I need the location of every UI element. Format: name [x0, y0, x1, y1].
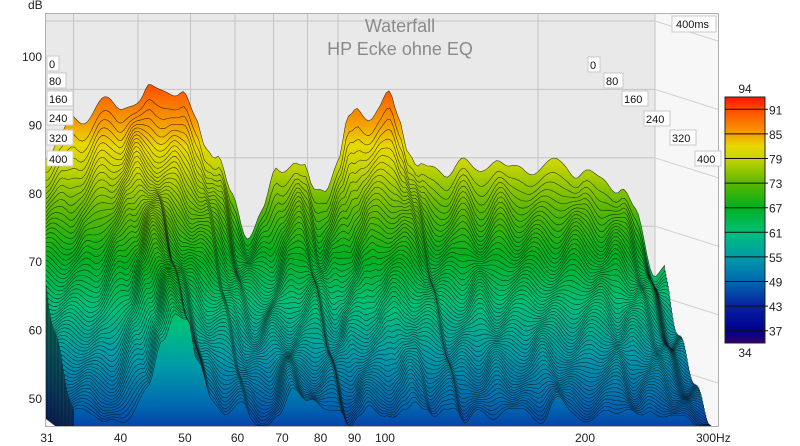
time-tick-left: 400 [46, 150, 74, 167]
colorbar-tick-label: 85 [769, 128, 783, 142]
y-tick-label: 80 [29, 187, 43, 201]
colorbar-tick-label: 61 [769, 226, 783, 240]
time-tick-right: 240 [643, 110, 671, 127]
y-tick-label: 100 [22, 50, 42, 64]
colorbar-tick-label: 43 [769, 300, 783, 314]
side-grid-line [654, 88, 718, 110]
colorbar-tick-label: 73 [769, 177, 783, 191]
side-grid-line [654, 225, 718, 247]
time-tick-right: 0 [587, 56, 601, 73]
x-axis: 31 40 50 60 70 80 90 100 200 300Hz [40, 431, 730, 445]
y-tick-label: 90 [29, 118, 43, 132]
time-slice [69, 293, 708, 426]
time-tick-label: 240 [646, 114, 664, 126]
colorbar-tick-label: 49 [769, 276, 783, 290]
time-axis-label-box: 400ms [671, 15, 717, 33]
time-tick-right: 160 [621, 90, 649, 107]
time-ticks-left: 0 80 160 240 320 400 [46, 55, 74, 167]
colorbar-tick-label: 55 [769, 251, 783, 265]
colorbar-gradient [724, 96, 766, 344]
x-tick-label: 40 [114, 431, 128, 445]
time-tick-label: 80 [49, 76, 61, 88]
time-tick-left: 320 [46, 129, 74, 146]
x-tick-label: 200 [575, 431, 595, 445]
time-tick-label: 400 [49, 154, 67, 166]
time-tick-left: 160 [46, 90, 74, 107]
color-scale: 94 34 91 85 79 73 67 61 55 49 43 37 [724, 82, 783, 360]
time-tick-label: 0 [49, 59, 55, 71]
colorbar-min: 34 [738, 346, 752, 360]
time-slice [73, 313, 712, 426]
waterfall-slice-surface [69, 293, 708, 426]
time-tick-left: 80 [46, 72, 67, 89]
colorbar-tick-label: 37 [769, 325, 783, 339]
side-grid-line [654, 157, 718, 179]
time-tick-label: 320 [49, 133, 67, 145]
time-tick-label: 320 [672, 133, 690, 145]
time-tick-left: 0 [46, 55, 60, 72]
chart-title: Waterfall [365, 16, 435, 36]
x-tick-label: 50 [178, 431, 192, 445]
x-tick-label: 31 [40, 431, 54, 445]
x-tick-label: 80 [314, 431, 328, 445]
time-ticks-right: 0 80 160 240 320 400 [587, 56, 722, 167]
colorbar-tick-label: 79 [769, 153, 783, 167]
time-axis-label: 400ms [676, 19, 710, 31]
x-tick-label: 300Hz [696, 431, 731, 445]
y-axis-label: dB [28, 0, 43, 12]
chart-subtitle: HP Ecke ohne EQ [327, 39, 473, 59]
waterfall-slice-surface [68, 289, 708, 426]
x-tick-label: 70 [275, 431, 289, 445]
x-tick-label: 60 [231, 431, 245, 445]
time-tick-label: 240 [49, 113, 67, 125]
time-tick-label: 80 [606, 76, 618, 88]
time-tick-label: 160 [624, 94, 642, 106]
time-tick-label: 160 [49, 94, 67, 106]
time-slice [68, 289, 708, 426]
time-tick-right: 400 [694, 150, 722, 167]
time-tick-label: 400 [697, 154, 715, 166]
colorbar-tick-label: 91 [769, 103, 783, 117]
time-tick-label: 0 [590, 60, 596, 72]
x-tick-label: 90 [348, 431, 362, 445]
waterfall-slices [46, 84, 712, 426]
y-tick-label: 60 [29, 324, 43, 338]
y-tick-label: 50 [29, 392, 43, 406]
y-axis: 100 90 80 70 60 50 [22, 50, 42, 406]
time-tick-right: 320 [669, 129, 697, 146]
colorbar-max: 94 [738, 82, 752, 96]
x-tick-label: 100 [375, 431, 395, 445]
colorbar-tick-label: 67 [769, 202, 783, 216]
waterfall-slice-surface [73, 313, 712, 426]
time-tick-left: 240 [46, 109, 74, 126]
time-tick-right: 80 [603, 72, 624, 89]
y-tick-label: 70 [29, 255, 43, 269]
